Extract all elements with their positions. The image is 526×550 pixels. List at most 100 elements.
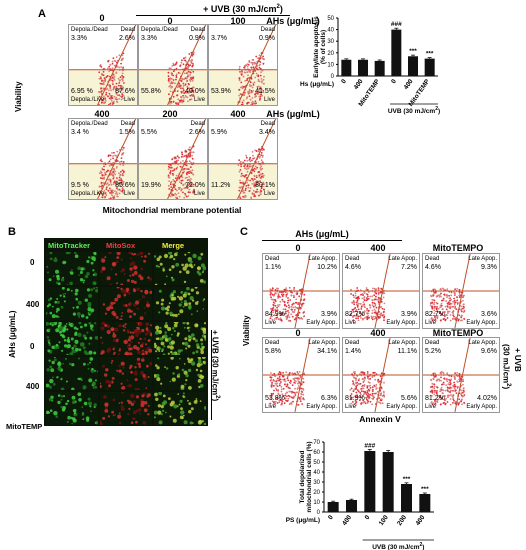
- xtick: 100: [378, 514, 390, 527]
- c-ahs-label: AHs (μg/mL): [295, 229, 349, 239]
- br-label: Live: [193, 191, 205, 197]
- bl-label: Depola./Live: [71, 191, 105, 197]
- bar: [364, 451, 376, 512]
- ytick: 0: [331, 74, 335, 80]
- bar: [401, 484, 412, 512]
- bl-label: Live: [345, 404, 357, 410]
- tl-label: Depola./Dead: [71, 121, 108, 127]
- ahs-unit-top: AHs (μg/mL): [266, 16, 320, 26]
- ylabel1: Total depolarized: [299, 450, 306, 503]
- viability-axis-label: Viability: [14, 81, 23, 112]
- ytick: 70: [313, 440, 320, 446]
- annexin-plot-4: Dead Late Apop. 1.4% 11.1% 81.9% 5.6% Live Earl…: [342, 337, 420, 413]
- tl-label: Dead: [425, 256, 440, 262]
- micro-0-2: [154, 252, 206, 285]
- ur-value: 2.6%: [119, 35, 135, 42]
- tr-label: Dead: [190, 27, 205, 33]
- b-row-1: 400: [26, 300, 40, 309]
- bl-label: Live: [265, 404, 277, 410]
- bar: [382, 452, 394, 512]
- micro-3-1: [100, 357, 152, 390]
- micro-4-2: [154, 392, 206, 425]
- ahs-unit-bottom: AHs (μg/mL): [266, 109, 320, 119]
- sig-label: ***: [409, 48, 417, 55]
- xtick: 400: [341, 514, 353, 527]
- tr-label: Dead: [260, 27, 275, 33]
- micro-1-1: [100, 287, 152, 320]
- col-head-4: 200: [162, 109, 178, 119]
- micro-1-0: [46, 287, 98, 320]
- ul-value: 1.1%: [265, 264, 281, 271]
- br-label: Live: [263, 97, 275, 103]
- sig-label: ***: [421, 486, 429, 493]
- uvb-header: + UVB (30 mJ/cm2): [203, 4, 283, 14]
- ur-value: 3.4%: [259, 129, 275, 136]
- br-label: Early Apop.: [386, 320, 417, 326]
- ylabel2: mitochondrial cells (%): [306, 441, 313, 512]
- tr-label: Late Apop.: [308, 256, 337, 262]
- bar: [391, 29, 402, 77]
- lr-value: 41.5%: [255, 88, 275, 95]
- ll-value: 55.8%: [141, 88, 161, 95]
- ylabel1: Early/late apoptosis: [313, 16, 320, 78]
- ul-value: 3.3%: [141, 35, 157, 42]
- sig-label: ###: [364, 443, 375, 450]
- mmp-axis-label: Mitochondrial membrane potential: [102, 205, 242, 215]
- xtick: 0: [364, 514, 372, 521]
- lr-value: 4.02%: [477, 395, 497, 402]
- mmp-plot-5: Dead 5.9% 3.4% 11.2% 80.1% Live: [208, 118, 278, 200]
- micro-4-0: [46, 392, 98, 425]
- c-ahs-line: [262, 240, 402, 241]
- ll-value: 6.95 %: [71, 88, 93, 95]
- c-head-2: MitoTEMPO: [432, 243, 484, 253]
- tl-label: Dead: [345, 340, 360, 346]
- uvb-label: UVB (30 mJ/cm2): [388, 106, 440, 115]
- lr-value: 72.0%: [185, 182, 205, 189]
- lr-value: 6.3%: [321, 395, 337, 402]
- ul-value: 3.7%: [211, 35, 227, 42]
- lr-value: 3.9%: [401, 311, 417, 318]
- c-head-1: 400: [370, 243, 386, 253]
- tr-label: Late Apop.: [388, 340, 417, 346]
- ytick: 60: [313, 450, 320, 456]
- ul-value: 4.6%: [345, 264, 361, 271]
- xtick: 400: [415, 514, 427, 527]
- br-label: Early Apop.: [466, 404, 497, 410]
- br-label: Live: [123, 191, 135, 197]
- ylabel2: (% of cells): [320, 30, 327, 64]
- col-head-5: 400: [230, 109, 246, 119]
- panel-a-label: A: [38, 8, 46, 20]
- lr-value: 85.6%: [115, 182, 135, 189]
- mmp-plot-0: Depola./Dead Dead 3.3% 2.6% 6.95 % 87.6% Depol…: [68, 24, 138, 106]
- ur-value: 2.6%: [189, 129, 205, 136]
- c-head-3: 0: [295, 328, 301, 338]
- ur-value: 7.2%: [401, 264, 417, 271]
- lr-value: 3.9%: [321, 311, 337, 318]
- bar: [408, 56, 418, 76]
- tl-label: Dead: [265, 256, 280, 262]
- row-label: PS (μg/mL): [286, 517, 320, 524]
- annexin-plot-3: Dead Late Apop. 5.8% 34.1% 53.8% 6.3% Live Earl…: [262, 337, 340, 413]
- xtick: 200: [396, 514, 408, 527]
- ll-value: 84.9%: [265, 311, 285, 318]
- tr-label: Late Apop.: [468, 340, 497, 346]
- c-uvb-dose: (30 mJ/cm2): [501, 344, 511, 390]
- ytick: 50: [313, 460, 320, 466]
- ul-value: 3.3%: [71, 35, 87, 42]
- br-label: Early Apop.: [466, 320, 497, 326]
- micro-0-0: [46, 252, 98, 285]
- xtick: 400: [353, 78, 365, 91]
- bar: [358, 59, 368, 76]
- ytick: 10: [313, 500, 320, 506]
- ytick: 40: [327, 28, 334, 34]
- micro-2-0: [46, 322, 98, 355]
- micro-3-0: [46, 357, 98, 390]
- xtick: 400: [403, 78, 415, 91]
- c-head-0: 0: [295, 243, 301, 253]
- b-row-0: 0: [30, 258, 35, 267]
- ytick: 40: [313, 470, 320, 476]
- ytick: 20: [313, 490, 320, 496]
- ytick: 0: [317, 510, 321, 516]
- c-head-4: 400: [370, 328, 386, 338]
- mmp-plot-1: Depola./Dead Dead 3.3% 0.9% 55.8% 40.0% Live: [138, 24, 208, 106]
